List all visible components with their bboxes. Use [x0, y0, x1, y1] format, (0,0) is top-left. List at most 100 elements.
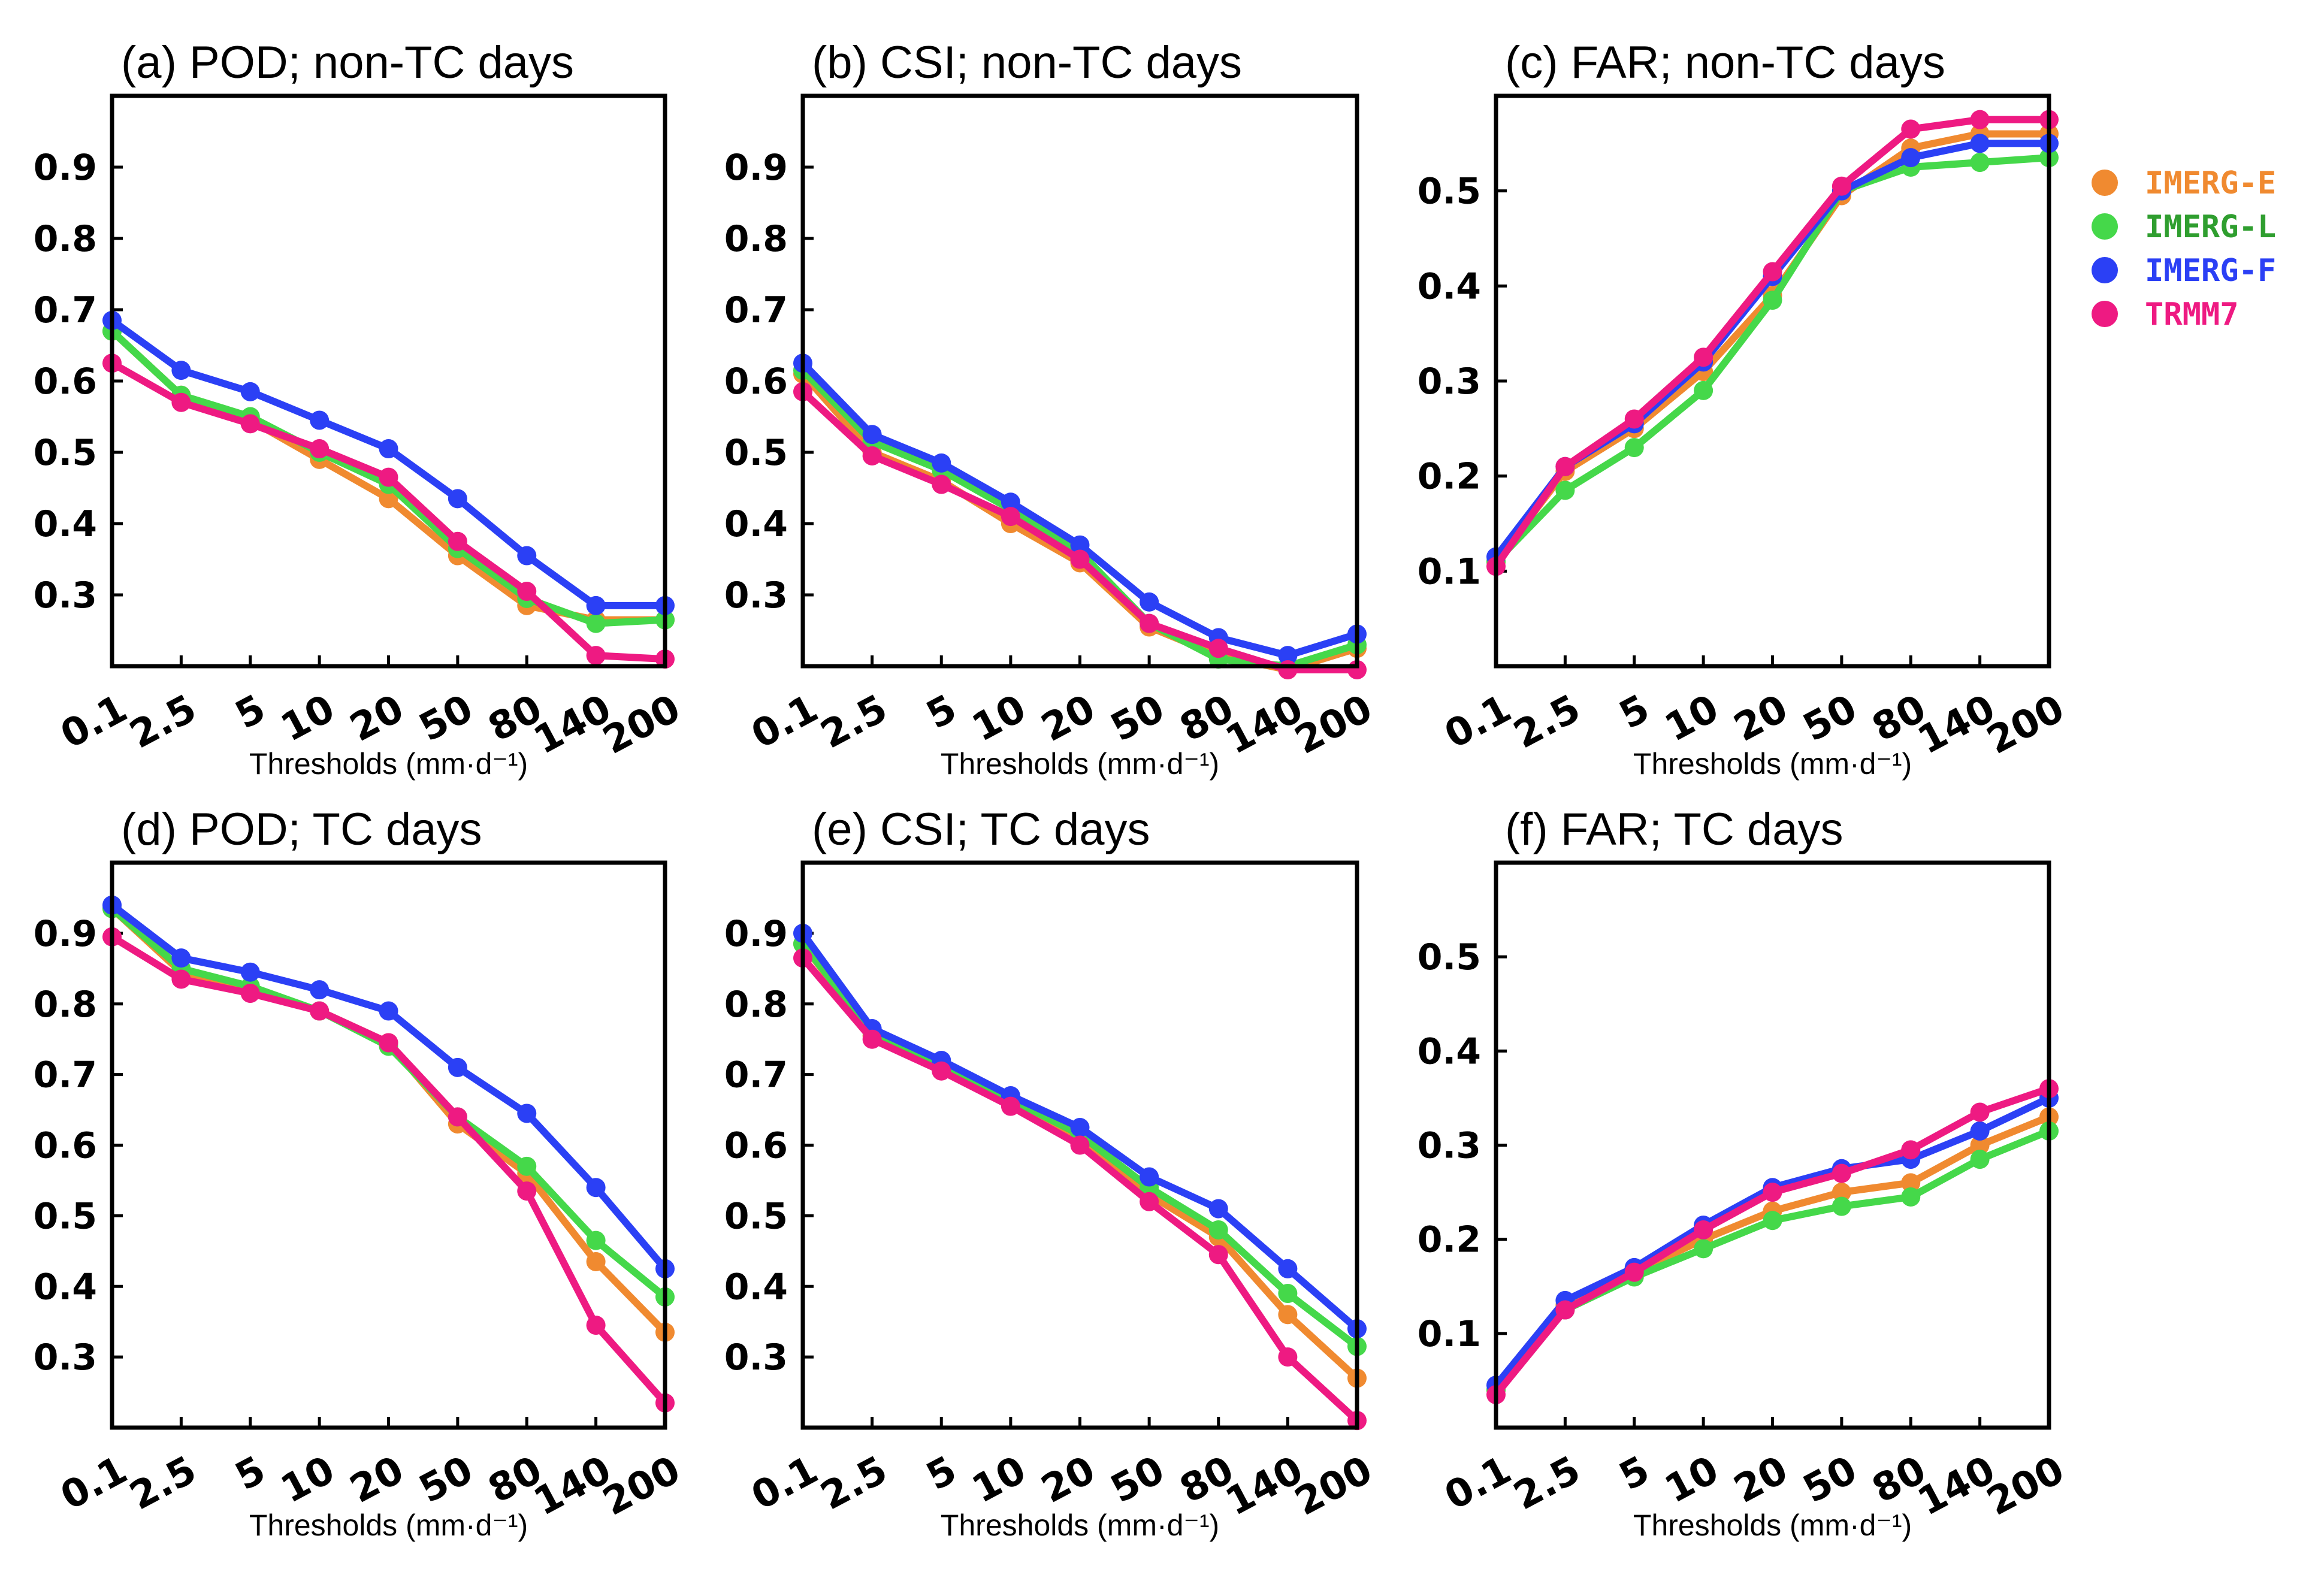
- legend-marker-imerg-e: [2092, 170, 2118, 196]
- data-point-imerg-l: [1970, 1150, 1990, 1169]
- x-tick-label: 2.5: [123, 1448, 204, 1519]
- data-point-imerg-f: [586, 595, 606, 615]
- y-tick-label: 0.6: [724, 361, 788, 403]
- legend-marker-trmm7: [2092, 301, 2118, 327]
- plot-frame: [110, 93, 667, 669]
- data-point-imerg-l: [1901, 1187, 1921, 1207]
- series-line-imerg-e: [799, 940, 1361, 1382]
- data-point-trmm7: [862, 446, 882, 465]
- x-tick-label: 2.5: [123, 687, 204, 758]
- x-tick-label: 0.1: [745, 1448, 826, 1519]
- series-line-imerg-e: [1492, 1113, 2053, 1394]
- y-tick-label: 0.5: [1418, 171, 1481, 213]
- y-tick-label: 0.3: [724, 575, 788, 616]
- data-point-imerg-f: [240, 962, 260, 982]
- data-point-imerg-l: [586, 1231, 606, 1250]
- plot-frame: [800, 860, 1359, 1430]
- x-tick-label: 0.1: [745, 687, 826, 758]
- panel-d: (d) POD; TC days 0.3 0.4 0.5 0.6 0.7 0.8 0.9 0.1…: [34, 804, 688, 1542]
- x-tick-label: 20: [1727, 1448, 1795, 1512]
- data-point-imerg-f: [379, 439, 398, 459]
- data-point-trmm7: [1624, 409, 1644, 429]
- data-point-trmm7: [448, 531, 467, 551]
- data-point-imerg-f: [171, 948, 191, 968]
- x-axis-label: Thresholds (mm·d⁻¹): [1633, 747, 1912, 781]
- y-tick-label: 0.1: [1418, 551, 1481, 592]
- legend-marker-imerg-l: [2092, 213, 2118, 240]
- y-tick-label: 0.2: [1418, 456, 1481, 498]
- y-tick-label: 0.7: [34, 289, 97, 331]
- plot-frame: [1494, 860, 2051, 1430]
- x-tick-label: 50: [412, 1448, 480, 1512]
- x-axis-label: Thresholds (mm·d⁻¹): [1633, 1508, 1912, 1542]
- data-point-trmm7: [1278, 1347, 1298, 1367]
- panel-title: (d) POD; TC days: [121, 804, 482, 855]
- data-point-imerg-e: [586, 1251, 606, 1271]
- y-tick-label: 0.5: [34, 432, 97, 474]
- data-point-imerg-l: [1763, 291, 1782, 310]
- x-tick-label: 0.1: [1438, 1448, 1519, 1519]
- data-point-trmm7: [862, 1029, 882, 1049]
- data-point-trmm7: [1555, 1300, 1575, 1320]
- x-axis-label: Thresholds (mm·d⁻¹): [249, 747, 528, 781]
- x-tick-label: 10: [274, 687, 342, 751]
- data-point-imerg-f: [1140, 1167, 1159, 1187]
- y-tick-label: 0.9: [724, 913, 788, 955]
- y-tick-label: 0.5: [724, 1195, 788, 1237]
- series-line-imerg-l: [1492, 154, 2053, 566]
- data-point-imerg-f: [517, 1104, 537, 1123]
- data-point-trmm7: [932, 474, 951, 494]
- data-point-imerg-l: [1763, 1211, 1782, 1231]
- x-tick-label: 5: [1612, 687, 1657, 738]
- data-point-trmm7: [310, 439, 330, 459]
- series-line-imerg-l: [799, 367, 1361, 670]
- x-tick-label: 10: [274, 1448, 342, 1512]
- x-tick-label: 200: [1980, 687, 2072, 763]
- data-point-imerg-f: [310, 980, 330, 1000]
- panel-c: (c) FAR; non-TC days0.10.20.30.40.50.12.…: [1418, 37, 2072, 781]
- y-tick-label: 0.5: [34, 1195, 97, 1237]
- panel-title: (c) FAR; non-TC days: [1505, 37, 1945, 88]
- x-tick-label: 10: [965, 687, 1033, 751]
- legend-label-imerg-f: IMERG-F: [2145, 253, 2276, 289]
- data-point-trmm7: [1763, 262, 1782, 282]
- x-tick-label: 20: [1727, 687, 1795, 751]
- y-tick-label: 0.7: [724, 289, 788, 331]
- x-tick-label: 10: [1658, 687, 1725, 751]
- data-point-trmm7: [171, 969, 191, 989]
- data-point-imerg-e: [379, 489, 398, 509]
- x-axis-label: Thresholds (mm·d⁻¹): [249, 1508, 528, 1542]
- data-point-trmm7: [240, 414, 260, 434]
- data-point-trmm7: [310, 1001, 330, 1021]
- x-tick-label: 0.1: [1438, 687, 1519, 758]
- x-tick-label: 20: [343, 1448, 411, 1512]
- y-tick-label: 0.9: [34, 147, 97, 189]
- data-point-trmm7: [1555, 457, 1575, 476]
- series-line-imerg-f: [108, 316, 669, 609]
- data-point-imerg-f: [1140, 592, 1159, 612]
- y-tick-label: 0.1: [1418, 1313, 1481, 1355]
- x-tick-label: 200: [1288, 687, 1380, 763]
- data-point-trmm7: [517, 1181, 537, 1201]
- x-tick-label: 20: [1035, 687, 1102, 751]
- panel-a: (a) POD; non-TC days 0.3 0.4 0.5 0.6 0.7 0.8 0.…: [34, 37, 688, 781]
- data-point-trmm7: [1832, 1163, 1851, 1183]
- panel-title: (f) FAR; TC days: [1505, 804, 1843, 855]
- y-tick-label: 0.3: [1418, 361, 1481, 403]
- data-point-trmm7: [932, 1061, 951, 1081]
- data-point-trmm7: [1208, 1245, 1228, 1265]
- y-tick-label: 0.8: [34, 984, 97, 1026]
- data-point-imerg-e: [1832, 1183, 1851, 1202]
- data-point-trmm7: [1694, 1220, 1713, 1240]
- x-axis-label: Thresholds (mm·d⁻¹): [941, 1508, 1219, 1542]
- x-tick-label: 0.1: [54, 1448, 135, 1519]
- panel-title: (b) CSI; non-TC days: [812, 37, 1242, 88]
- y-tick-label: 0.4: [1418, 1030, 1481, 1072]
- series-line-imerg-f: [108, 901, 669, 1272]
- y-tick-label: 0.6: [34, 1125, 97, 1167]
- x-tick-label: 5: [920, 687, 964, 738]
- data-point-trmm7: [379, 1033, 398, 1053]
- x-tick-label: 2.5: [1507, 1448, 1588, 1519]
- data-point-imerg-f: [448, 489, 467, 509]
- data-point-imerg-f: [448, 1057, 467, 1077]
